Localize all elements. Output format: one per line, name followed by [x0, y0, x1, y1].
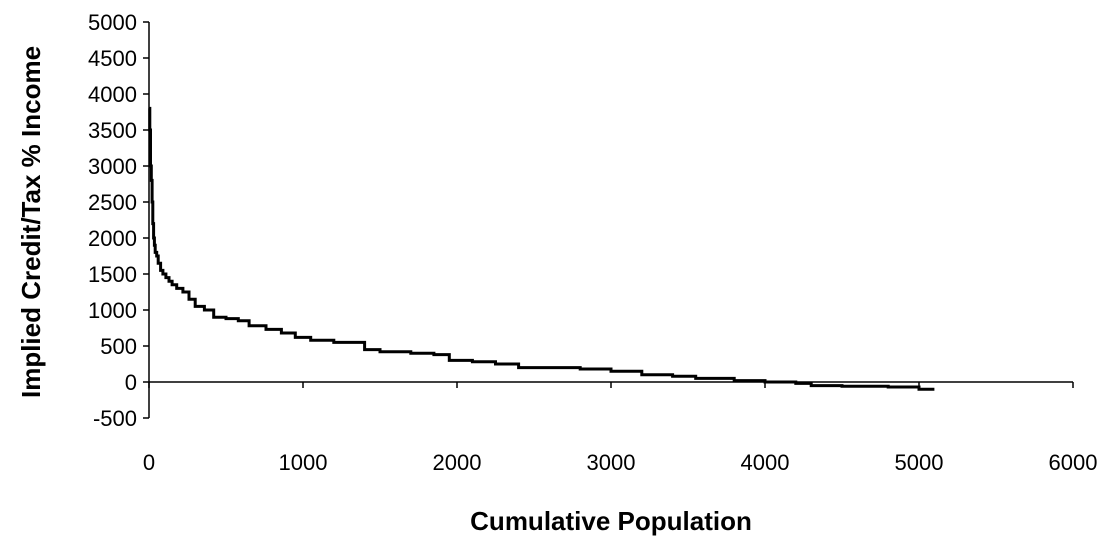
y-tick-label: 3500: [88, 118, 137, 143]
series-layer: [148, 106, 935, 391]
y-tick-label: 4500: [88, 46, 137, 71]
x-tick-label: 1000: [279, 450, 328, 475]
y-axis-title: Implied Credit/Tax % Income: [16, 46, 46, 398]
x-tick-label: 0: [143, 450, 155, 475]
y-tick-label: 4000: [88, 82, 137, 107]
y-tick-label: 1500: [88, 262, 137, 287]
x-axis: 0 1000 2000 3000 4000 5000 6000: [143, 381, 1098, 475]
y-tick-label: -500: [93, 406, 137, 431]
x-tick-label: 6000: [1049, 450, 1098, 475]
y-tick-label: 0: [125, 370, 137, 395]
y-axis: 5000450040003500300025002000150010005000…: [88, 10, 150, 431]
y-tick-label: 5000: [88, 10, 137, 35]
y-tick-label: 500: [100, 334, 137, 359]
y-tick-label: 3000: [88, 154, 137, 179]
series-line: [148, 106, 935, 391]
x-tick-label: 4000: [741, 450, 790, 475]
x-axis-title: Cumulative Population: [470, 506, 752, 536]
y-tick-label: 2000: [88, 226, 137, 251]
x-tick-label: 3000: [587, 450, 636, 475]
y-tick-label: 2500: [88, 190, 137, 215]
y-tick-label: 1000: [88, 298, 137, 323]
x-tick-label: 5000: [895, 450, 944, 475]
x-tick-label: 2000: [433, 450, 482, 475]
